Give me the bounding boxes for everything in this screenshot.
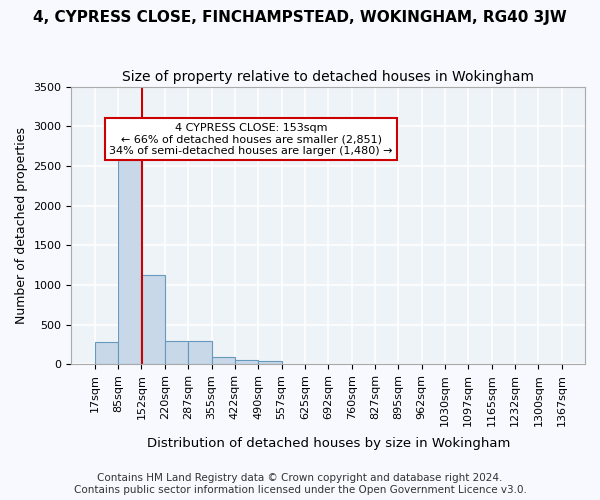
Bar [142, 274, 165, 364]
Bar [212, 358, 235, 364]
Text: 4, CYPRESS CLOSE, FINCHAMPSTEAD, WOKINGHAM, RG40 3JW: 4, CYPRESS CLOSE, FINCHAMPSTEAD, WOKINGH… [33, 10, 567, 25]
X-axis label: Distribution of detached houses by size in Wokingham: Distribution of detached houses by size … [146, 437, 510, 450]
Bar [95, 342, 118, 364]
Y-axis label: Number of detached properties: Number of detached properties [15, 127, 28, 324]
Bar [118, 160, 142, 364]
Bar [188, 341, 212, 364]
Title: Size of property relative to detached houses in Wokingham: Size of property relative to detached ho… [122, 70, 534, 84]
Bar [235, 360, 259, 364]
Bar [259, 360, 281, 364]
Text: 4 CYPRESS CLOSE: 153sqm
← 66% of detached houses are smaller (2,851)
34% of semi: 4 CYPRESS CLOSE: 153sqm ← 66% of detache… [109, 122, 393, 156]
Text: Contains HM Land Registry data © Crown copyright and database right 2024.
Contai: Contains HM Land Registry data © Crown c… [74, 474, 526, 495]
Bar [165, 341, 188, 364]
